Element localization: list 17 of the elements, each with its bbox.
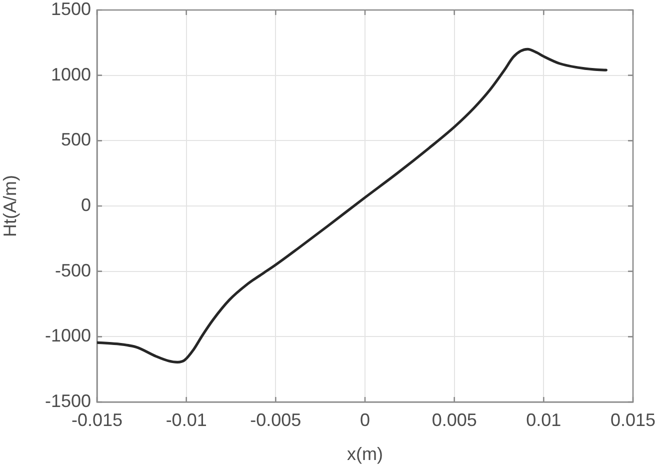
x-tick-label: -0.01 (166, 410, 207, 430)
x-axis-title: x(m) (347, 444, 383, 464)
y-tick-label: -1000 (44, 326, 91, 346)
x-tick-label: 0.005 (432, 410, 477, 430)
y-tick-label: 0 (80, 194, 91, 215)
x-tick-label: -0.005 (250, 410, 302, 430)
y-tick-label: 1500 (50, 0, 91, 19)
y-tick-label: -500 (54, 260, 91, 280)
y-tick-label: 1000 (50, 64, 91, 84)
x-tick-label: 0.01 (526, 410, 562, 430)
x-tick-label: 0 (360, 410, 370, 430)
x-tick-label: -0.015 (71, 410, 123, 430)
y-axis-title: Ht(A/m) (0, 175, 20, 237)
y-tick-label: 500 (60, 130, 91, 150)
line-series (97, 48, 608, 364)
x-tick-label: 0.015 (610, 410, 656, 430)
y-tick-label: -1500 (44, 390, 91, 411)
